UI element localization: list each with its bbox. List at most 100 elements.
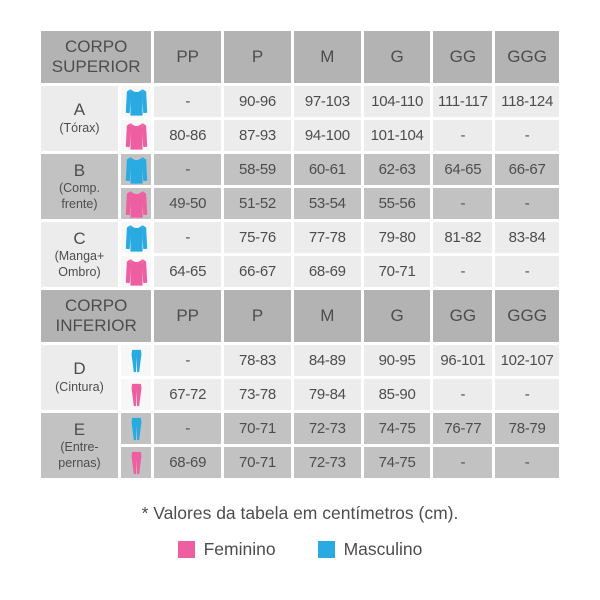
- value-cell-e-feminino: 70-71: [224, 447, 291, 478]
- value-cell-d-masculino: 96-101: [433, 345, 493, 376]
- value-cell-a-feminino: -: [495, 120, 559, 151]
- garment-icon-cell: [120, 413, 152, 444]
- value-cell-b-feminino: 55-56: [363, 188, 431, 219]
- garment-icon-cell: [120, 86, 152, 117]
- value-cell-c-feminino: -: [433, 256, 493, 287]
- legend: Feminino Masculino: [177, 539, 423, 560]
- value-cell-d-masculino: -: [154, 345, 222, 376]
- value-cell-a-feminino: 94-100: [293, 120, 361, 151]
- value-cell-c-feminino: -: [495, 256, 559, 287]
- value-cell-e-masculino: 72-73: [293, 413, 361, 444]
- value-cell-d-masculino: 90-95: [363, 345, 431, 376]
- row-b-feminino: 49-50 51-52 53-54 55-56- -: [41, 188, 559, 219]
- value-cell-c-feminino: 64-65: [154, 256, 222, 287]
- measure-sub-e: (Entre- pernas): [58, 440, 101, 470]
- row-a-feminino: 80-86 87-93 94-100 101-104- -: [41, 120, 559, 151]
- size-column-header: P: [224, 31, 291, 83]
- value-cell-c-feminino: 70-71: [363, 256, 431, 287]
- garment-icon-cell: [120, 447, 152, 478]
- shirt-icon-masculino: [123, 223, 150, 253]
- value-cell-d-feminino: -: [495, 379, 559, 410]
- section-header-corpo-superior: CORPO SUPERIOR: [41, 31, 152, 83]
- leggings-icon-feminino: [126, 448, 147, 478]
- value-cell-c-masculino: 75-76: [224, 222, 291, 253]
- value-cell-e-feminino: -: [433, 447, 493, 478]
- measure-label-c: C (Manga+ Ombro): [41, 222, 118, 287]
- shirt-icon-feminino: [123, 121, 150, 151]
- value-cell-e-masculino: 74-75: [363, 413, 431, 444]
- size-column-header: GGG: [495, 290, 559, 342]
- value-cell-c-masculino: 77-78: [293, 222, 361, 253]
- garment-icon-cell: [120, 154, 152, 185]
- row-a-masculino: A (Tórax) -90-96 97-103 104-110 111-117 118-…: [41, 86, 559, 151]
- size-column-header: GG: [433, 31, 493, 83]
- shirt-icon-masculino: [123, 87, 150, 117]
- value-cell-c-masculino: 79-80: [363, 222, 431, 253]
- value-cell-b-masculino: 62-63: [363, 154, 431, 185]
- measure-sub-b: (Comp. frente): [58, 181, 100, 211]
- measure-sub-a: (Tórax): [59, 120, 100, 135]
- measure-letter-e: E: [73, 419, 86, 439]
- value-cell-d-feminino: 67-72: [154, 379, 222, 410]
- garment-icon-cell: [120, 256, 152, 287]
- size-column-header: G: [363, 290, 431, 342]
- size-column-header: M: [293, 31, 361, 83]
- shirt-icon-feminino: [123, 257, 150, 287]
- row-c-masculino: C (Manga+ Ombro) -75-76 77-78 79-80 81-82 83…: [41, 222, 559, 287]
- value-cell-a-masculino: 111-117: [433, 86, 493, 117]
- size-chart-table: CORPO SUPERIOR PP P M G GG GGG A (Tórax) -90-…: [38, 28, 562, 481]
- leggings-icon-feminino: [126, 380, 147, 410]
- value-cell-e-masculino: 78-79: [495, 413, 559, 444]
- value-cell-d-masculino: 102-107: [495, 345, 559, 376]
- value-cell-a-masculino: 118-124: [495, 86, 559, 117]
- section-header-corpo-inferior: CORPO INFERIOR: [41, 290, 152, 342]
- legend-item-masculino: Masculino: [317, 539, 423, 560]
- value-cell-e-masculino: -: [154, 413, 222, 444]
- value-cell-c-feminino: 68-69: [293, 256, 361, 287]
- value-cell-d-masculino: 84-89: [293, 345, 361, 376]
- value-cell-e-masculino: 76-77: [433, 413, 493, 444]
- value-cell-b-masculino: 58-59: [224, 154, 291, 185]
- value-cell-a-masculino: 97-103: [293, 86, 361, 117]
- value-cell-c-masculino: -: [154, 222, 222, 253]
- measure-letter-a: A: [73, 100, 86, 120]
- header-row-lower: CORPO INFERIOR PP P M G GG GGG: [41, 290, 559, 342]
- masculino-color-swatch: [317, 541, 335, 558]
- header-row-upper: CORPO SUPERIOR PP P M G GG GGG: [41, 31, 559, 83]
- value-cell-a-feminino: 101-104: [363, 120, 431, 151]
- legend-label-masculino: Masculino: [343, 539, 423, 559]
- value-cell-b-masculino: 60-61: [293, 154, 361, 185]
- leggings-icon-masculino: [126, 414, 147, 444]
- value-cell-c-feminino: 66-67: [224, 256, 291, 287]
- measure-sub-d: (Cintura): [55, 379, 104, 394]
- row-d-masculino: D (Cintura) -78-83 84-89 90-95 96-101 102-10…: [41, 345, 559, 410]
- legend-item-feminino: Feminino: [177, 539, 276, 560]
- shirt-icon-masculino: [123, 155, 150, 185]
- garment-icon-cell: [120, 188, 152, 219]
- measure-label-b: B (Comp. frente): [41, 154, 118, 219]
- size-column-header: M: [293, 290, 361, 342]
- value-cell-d-feminino: 79-84: [293, 379, 361, 410]
- value-cell-b-feminino: -: [433, 188, 493, 219]
- garment-icon-cell: [120, 222, 152, 253]
- legend-label-feminino: Feminino: [203, 539, 276, 559]
- value-cell-c-masculino: 83-84: [495, 222, 559, 253]
- value-cell-b-feminino: 53-54: [293, 188, 361, 219]
- value-cell-b-feminino: 49-50: [154, 188, 222, 219]
- value-cell-d-masculino: 78-83: [224, 345, 291, 376]
- leggings-icon-masculino: [126, 346, 147, 376]
- value-cell-d-feminino: -: [433, 379, 493, 410]
- value-cell-a-masculino: -: [154, 86, 222, 117]
- measure-letter-b: B: [73, 160, 86, 180]
- size-chart-page: CORPO SUPERIOR PP P M G GG GGG A (Tórax) -90-…: [38, 28, 562, 560]
- units-footnote: * Valores da tabela em centímetros (cm).: [141, 503, 459, 523]
- value-cell-a-masculino: 104-110: [363, 86, 431, 117]
- row-d-feminino: 67-72 73-78 79-84 85-90- -: [41, 379, 559, 410]
- size-column-header: P: [224, 290, 291, 342]
- shirt-icon-feminino: [123, 189, 150, 219]
- measure-label-e: E (Entre- pernas): [41, 413, 118, 478]
- size-column-header: PP: [154, 31, 222, 83]
- measure-letter-d: D: [73, 359, 86, 379]
- value-cell-d-feminino: 85-90: [363, 379, 431, 410]
- size-column-header: GG: [433, 290, 493, 342]
